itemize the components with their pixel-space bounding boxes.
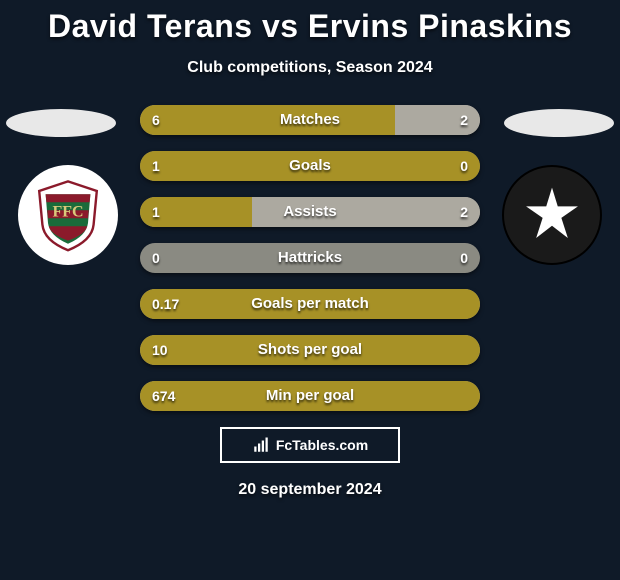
page-title: David Terans vs Ervins Pinaskins bbox=[0, 0, 620, 45]
stat-row: 674Min per goal bbox=[140, 381, 480, 411]
date-text: 20 september 2024 bbox=[0, 481, 620, 499]
attribution-box: FcTables.com bbox=[220, 427, 400, 463]
botafogo-icon bbox=[516, 179, 588, 251]
stat-label: Assists bbox=[140, 197, 480, 227]
player-shadow-right bbox=[504, 109, 614, 137]
stat-label: Goals per match bbox=[140, 289, 480, 319]
player-shadow-left bbox=[6, 109, 116, 137]
stat-row: 00Hattricks bbox=[140, 243, 480, 273]
stat-label: Goals bbox=[140, 151, 480, 181]
stat-row: 12Assists bbox=[140, 197, 480, 227]
stat-row: 62Matches bbox=[140, 105, 480, 135]
stat-label: Min per goal bbox=[140, 381, 480, 411]
stat-row: 10Goals bbox=[140, 151, 480, 181]
stat-label: Hattricks bbox=[140, 243, 480, 273]
chart-icon bbox=[252, 436, 270, 454]
stat-label: Shots per goal bbox=[140, 335, 480, 365]
stat-bars: 62Matches 10Goals 12Assists 00Hattricks 0.17… bbox=[140, 105, 480, 411]
stat-row: 0.17Goals per match bbox=[140, 289, 480, 319]
fluminense-icon: FFC bbox=[28, 175, 108, 255]
stat-label: Matches bbox=[140, 105, 480, 135]
team-badge-left: FFC bbox=[18, 165, 118, 265]
team-badge-right bbox=[502, 165, 602, 265]
comparison-stage: FFC 62Matches 10Goals 12Assists 00Hattricks… bbox=[0, 105, 620, 411]
stat-row: 10Shots per goal bbox=[140, 335, 480, 365]
subtitle: Club competitions, Season 2024 bbox=[0, 59, 620, 77]
attribution-text: FcTables.com bbox=[276, 437, 368, 453]
svg-text:FFC: FFC bbox=[52, 204, 83, 221]
